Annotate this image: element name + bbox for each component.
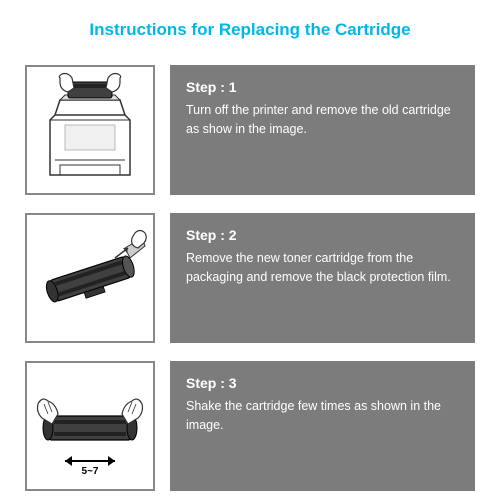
- shake-count-label: 5~7: [82, 466, 99, 477]
- step-2-description: Remove the new toner cartridge from the …: [186, 249, 459, 287]
- shake-cartridge-icon: 5~7: [30, 366, 150, 486]
- step-1: Step : 1 Turn off the printer and remove…: [25, 65, 475, 195]
- step-3: 5~7 Step : 3 Shake the cartridge few tim…: [25, 361, 475, 491]
- step-2-label: Step : 2: [186, 227, 459, 243]
- step-3-image: 5~7: [25, 361, 155, 491]
- step-1-label: Step : 1: [186, 79, 459, 95]
- step-2-text: Step : 2 Remove the new toner cartridge …: [170, 213, 475, 343]
- page-title: Instructions for Replacing the Cartridge: [25, 20, 475, 40]
- step-2: Step : 2 Remove the new toner cartridge …: [25, 213, 475, 343]
- step-2-image: [25, 213, 155, 343]
- step-3-label: Step : 3: [186, 375, 459, 391]
- step-1-description: Turn off the printer and remove the old …: [186, 101, 459, 139]
- remove-film-icon: [30, 218, 150, 338]
- printer-remove-icon: [30, 70, 150, 190]
- step-3-text: Step : 3 Shake the cartridge few times a…: [170, 361, 475, 491]
- steps-container: Step : 1 Turn off the printer and remove…: [25, 65, 475, 491]
- step-3-description: Shake the cartridge few times as shown i…: [186, 397, 459, 435]
- step-1-image: [25, 65, 155, 195]
- step-1-text: Step : 1 Turn off the printer and remove…: [170, 65, 475, 195]
